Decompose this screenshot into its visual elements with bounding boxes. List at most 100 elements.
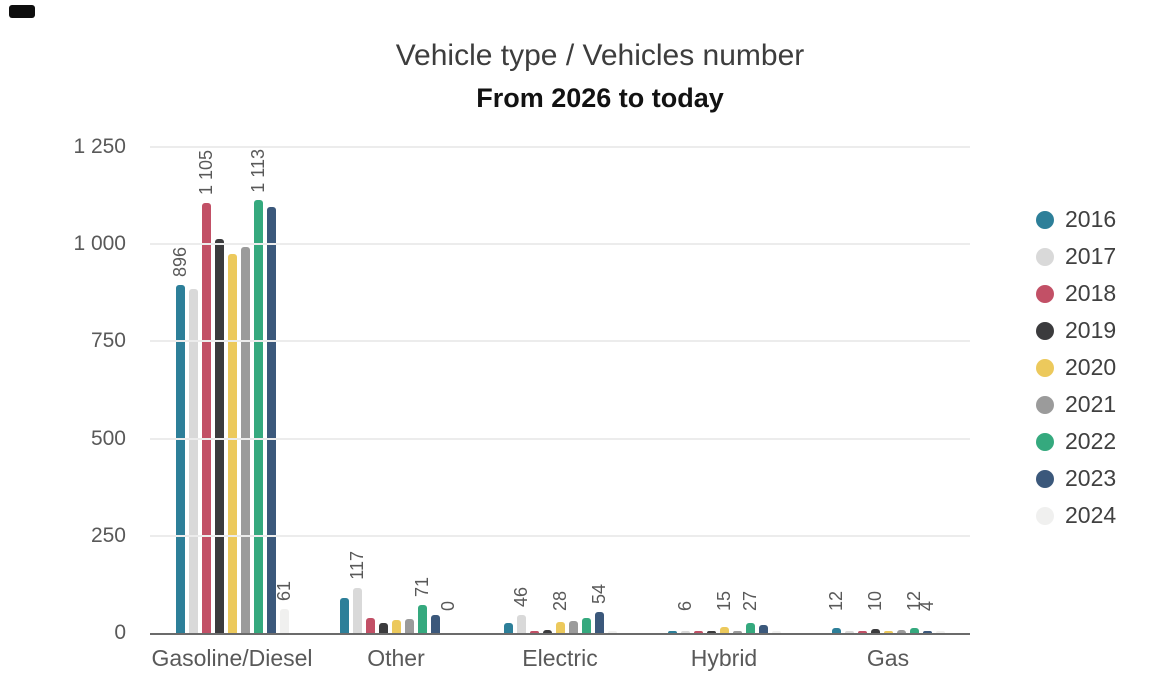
bar (758, 625, 768, 633)
bar (732, 631, 742, 633)
legend-item: 2023 (1036, 460, 1116, 497)
bar-value-label: 4 (917, 600, 937, 611)
bar-value-label: 71 (412, 577, 432, 598)
bar (339, 598, 349, 633)
bar-value-label: 54 (589, 583, 609, 605)
legend-item: 2017 (1036, 238, 1116, 275)
legend-item: 2021 (1036, 386, 1116, 423)
bar-value-label: 28 (550, 590, 570, 611)
bar (391, 620, 401, 633)
legend-item: 2024 (1036, 497, 1116, 534)
chart-subtitle: From 2026 to today (476, 83, 724, 113)
bar: 28 (550, 591, 570, 633)
y-axis-tick-label: 0 (114, 621, 126, 644)
bar (227, 253, 237, 633)
x-axis-category-label: Electric (522, 645, 598, 671)
bar: 15 (714, 591, 734, 633)
bar (857, 631, 867, 633)
bar-value-label: 0 (438, 600, 458, 611)
gridline (150, 243, 970, 246)
legend-color-dot (1036, 210, 1054, 229)
bar (214, 239, 224, 633)
category-group: 6 15 27 (642, 147, 806, 633)
bar-value-label: 896 (170, 246, 190, 277)
x-axis-labels: Gasoline/Diesel Other Electric Hybrid Gas (150, 645, 970, 672)
legend-color-dot (1036, 469, 1054, 488)
legend-year-label: 2021 (1065, 391, 1117, 417)
bar: 27 (740, 591, 760, 633)
x-axis-category-label: Gasoline/Diesel (151, 645, 313, 671)
bar (607, 631, 617, 633)
bar (188, 288, 198, 633)
bar (935, 631, 945, 633)
legend-year-label: 2020 (1065, 354, 1117, 380)
legend-color-dot (1036, 321, 1054, 340)
category-group: 896 1 105 1 113 61 (150, 147, 314, 633)
y-axis-tick-label: 1 250 (73, 135, 126, 158)
legend-year-label: 2018 (1065, 280, 1117, 306)
bar: 1 113 (248, 149, 268, 633)
y-axis-tick-label: 1 000 (73, 232, 126, 256)
bar-value-label: 27 (740, 590, 760, 611)
bar: 10 (865, 591, 885, 633)
bar: 12 (826, 591, 846, 633)
legend-year-label: 2024 (1065, 502, 1117, 528)
bar-groups: 896 1 105 1 113 61 117 71 0 46 28 54 6 15 27 12 10 12 4 (150, 147, 970, 633)
bar: 54 (589, 584, 609, 633)
bar: 6 (675, 601, 695, 633)
bar (883, 630, 893, 633)
legend-color-dot (1036, 506, 1054, 525)
legend-item: 2022 (1036, 423, 1116, 460)
bar-value-label: 46 (511, 587, 531, 608)
bar (240, 247, 250, 633)
bar (844, 631, 854, 633)
bar: 896 (170, 247, 190, 633)
legend-color-dot (1036, 284, 1054, 303)
bar (529, 631, 539, 633)
legend-item: 2020 (1036, 349, 1116, 386)
bar-value-label: 61 (274, 581, 294, 602)
x-axis-category-label: Hybrid (690, 645, 758, 671)
legend-item: 2018 (1036, 275, 1116, 312)
bar: 1 105 (196, 150, 216, 633)
y-axis-tick-label: 750 (90, 329, 126, 353)
bar (542, 629, 552, 633)
x-axis-category-label: Other (367, 645, 425, 671)
bar (503, 623, 513, 633)
bar-value-label: 15 (714, 590, 734, 611)
bar (706, 631, 716, 633)
bar (771, 631, 781, 633)
legend-year-label: 2016 (1065, 206, 1117, 232)
bar (430, 615, 440, 633)
legend-color-dot (1036, 247, 1054, 266)
bar-value-label: 6 (675, 600, 695, 611)
bar-value-label: 12 (826, 590, 846, 611)
legend-item: 2016 (1036, 201, 1116, 238)
corner-mark (9, 5, 35, 18)
legend-item: 2019 (1036, 312, 1116, 349)
bar-value-label: 117 (347, 550, 367, 580)
legend-year-label: 2017 (1065, 243, 1117, 269)
category-group: 12 10 12 4 (806, 147, 970, 633)
bar (693, 631, 703, 633)
legend-color-dot (1036, 395, 1054, 414)
legend: 2016 2017 2018 2019 2020 2021 2022 2023 2024 (1036, 201, 1116, 534)
legend-year-label: 2019 (1065, 317, 1117, 343)
bar (667, 631, 677, 633)
legend-color-dot (1036, 432, 1054, 451)
bar (404, 619, 414, 633)
bar-value-label: 1 105 (196, 150, 216, 196)
legend-year-label: 2022 (1065, 428, 1117, 454)
bar (266, 206, 276, 633)
x-axis-category-label: Gas (866, 645, 910, 671)
category-group: 46 28 54 (478, 147, 642, 633)
bar: 71 (412, 577, 432, 633)
bar: 61 (274, 581, 294, 633)
bar-value-label: 1 113 (248, 148, 268, 193)
y-axis-tick-label: 500 (90, 426, 126, 450)
bar (896, 629, 906, 633)
legend-year-label: 2023 (1065, 465, 1117, 491)
bar (581, 618, 591, 633)
bar: 46 (511, 587, 531, 633)
